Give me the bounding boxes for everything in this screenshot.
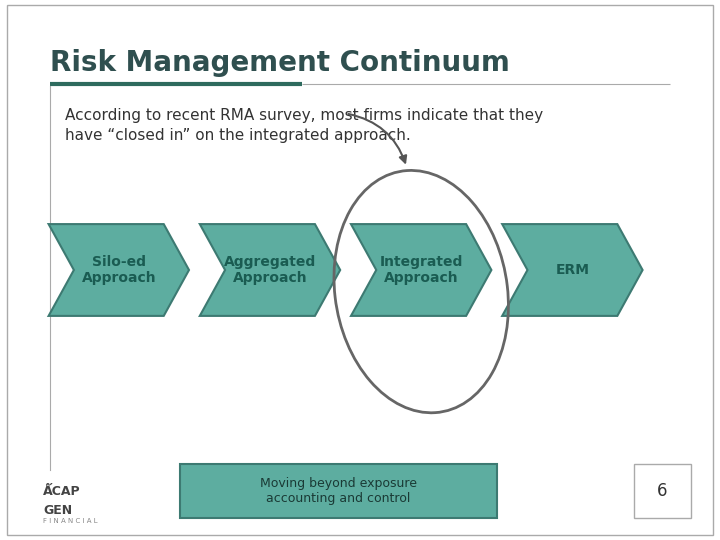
- Text: Moving beyond exposure
accounting and control: Moving beyond exposure accounting and co…: [260, 477, 417, 505]
- Text: GEN: GEN: [43, 504, 72, 517]
- FancyBboxPatch shape: [634, 464, 691, 518]
- Polygon shape: [49, 224, 189, 316]
- Polygon shape: [503, 224, 643, 316]
- Text: Silo-ed
Approach: Silo-ed Approach: [81, 255, 156, 285]
- Polygon shape: [199, 224, 341, 316]
- Text: ERM: ERM: [555, 263, 590, 277]
- Text: Integrated
Approach: Integrated Approach: [379, 255, 463, 285]
- Polygon shape: [351, 224, 491, 316]
- Text: Aggregated
Approach: Aggregated Approach: [224, 255, 316, 285]
- Text: According to recent RMA survey, most firms indicate that they
have “closed in” o: According to recent RMA survey, most fir…: [65, 108, 543, 143]
- Text: 6: 6: [657, 482, 667, 501]
- FancyBboxPatch shape: [180, 464, 497, 518]
- Text: Risk Management Continuum: Risk Management Continuum: [50, 49, 510, 77]
- Text: ǺCAP: ǺCAP: [43, 485, 81, 498]
- Text: F I N A N C I A L: F I N A N C I A L: [43, 518, 98, 524]
